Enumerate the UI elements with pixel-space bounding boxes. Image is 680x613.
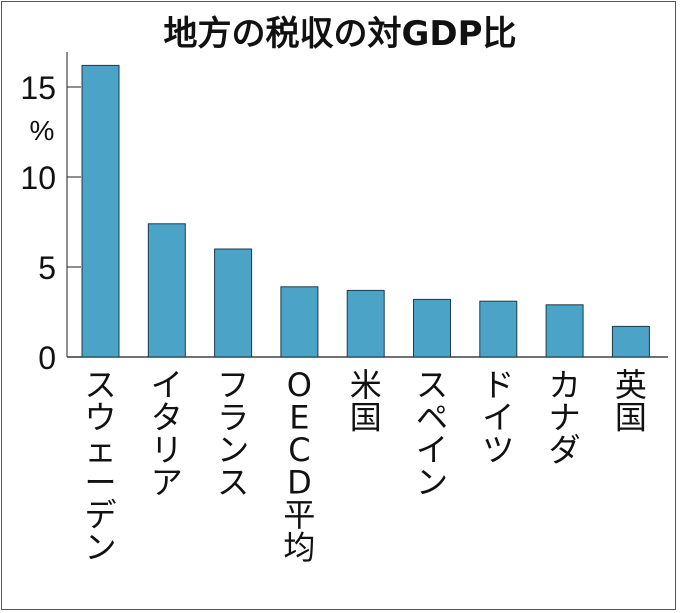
- x-category-label: O E C D 平均: [283, 366, 315, 567]
- x-category-label: フランス: [217, 366, 249, 502]
- bar: [611, 325, 650, 358]
- y-axis-unit: %: [30, 115, 55, 146]
- y-tick-label: 0: [38, 340, 56, 376]
- bar: [545, 304, 584, 358]
- bar: [81, 64, 120, 358]
- y-tick-label: 15: [20, 70, 56, 106]
- bar: [214, 248, 253, 358]
- bars: [81, 64, 650, 358]
- bar: [147, 223, 186, 358]
- bar: [280, 286, 319, 358]
- bar: [413, 298, 451, 358]
- bar: [346, 289, 385, 358]
- x-category-label: 英国: [615, 366, 647, 437]
- y-tick-label: 10: [20, 160, 56, 196]
- x-category-label: イタリア: [151, 366, 183, 502]
- x-category-label: スウェーデン: [84, 366, 116, 567]
- bar: [479, 300, 518, 358]
- category-labels: スウェーデン イタリア フランス O E C D 平均 米国 スペイン ドイツ カナダ 英国: [84, 366, 646, 567]
- y-tick-label: 5: [38, 250, 56, 286]
- chart-title: 地方の税収の対GDP比: [163, 14, 517, 54]
- x-category-label: 米国: [350, 366, 382, 437]
- x-category-label: スペイン: [416, 366, 448, 502]
- x-category-label: カナダ: [549, 366, 581, 469]
- x-category-label: ドイツ: [482, 366, 514, 469]
